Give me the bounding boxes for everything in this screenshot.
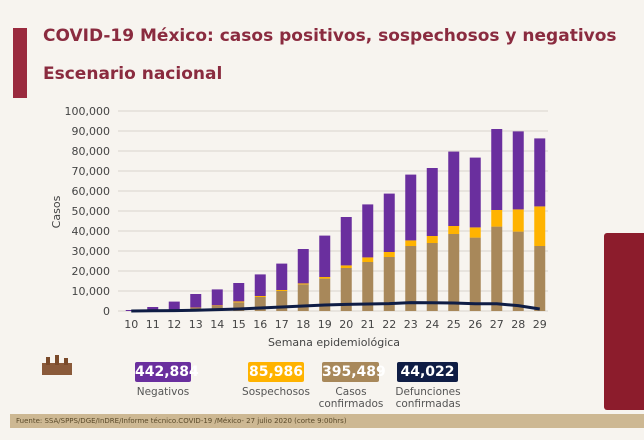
- bar-negativos: [190, 294, 202, 308]
- legend-confirmados-value: 395,489: [322, 362, 386, 382]
- bar-negativos: [448, 151, 460, 226]
- bar-negativos: [534, 138, 546, 207]
- side-image: [604, 233, 644, 410]
- legend-negativos-value: 442,884: [135, 362, 199, 382]
- y-tick-label: 70,000: [72, 165, 111, 178]
- bar-negativos: [383, 193, 395, 252]
- x-tick-label: 19: [318, 318, 332, 331]
- bar-sospechosos: [297, 283, 309, 285]
- defunciones-line: [131, 301, 540, 313]
- bar-casos-confirmados: [340, 268, 352, 311]
- bar-sospechosos: [512, 209, 524, 232]
- legend-sospechosos-label: Sospechosos: [242, 386, 310, 398]
- x-tick-label: 16: [253, 318, 267, 331]
- bar-casos-confirmados: [469, 237, 481, 311]
- x-tick-label: 28: [511, 318, 525, 331]
- page-subtitle: Escenario nacional: [43, 64, 223, 84]
- bar-casos-confirmados: [383, 257, 395, 311]
- bar-negativos: [426, 168, 438, 236]
- government-logo-icon: [42, 355, 72, 375]
- x-tick-label: 17: [275, 318, 289, 331]
- bar-sospechosos: [469, 227, 481, 238]
- x-tick-label: 21: [361, 318, 375, 331]
- x-tick-label: 18: [296, 318, 310, 331]
- legend-negativos-label: Negativos: [136, 386, 190, 398]
- x-tick-label: 27: [490, 318, 504, 331]
- bar-sospechosos: [362, 257, 374, 262]
- title-accent-bar: [13, 28, 27, 98]
- bar-casos-confirmados: [319, 278, 331, 311]
- bar-casos-confirmados: [512, 231, 524, 311]
- bar-negativos: [469, 157, 481, 228]
- bar-casos-confirmados: [297, 284, 309, 311]
- bar-negativos: [168, 301, 180, 310]
- bar-sospechosos: [254, 296, 266, 297]
- y-tick-label: 20,000: [72, 265, 111, 278]
- bar-casos-confirmados: [276, 291, 288, 311]
- x-tick-label: 26: [468, 318, 482, 331]
- x-tick-label: 22: [382, 318, 396, 331]
- y-tick-label: 0: [103, 305, 110, 318]
- page-title: COVID-19 México: casos positivos, sospec…: [43, 26, 617, 46]
- bar-sospechosos: [383, 252, 395, 257]
- bar-negativos: [340, 217, 352, 266]
- bar-casos-confirmados: [362, 262, 374, 311]
- x-tick-label: 24: [425, 318, 439, 331]
- x-tick-label: 13: [189, 318, 203, 331]
- bar-casos-confirmados: [448, 234, 460, 311]
- bar-sospechosos: [448, 226, 460, 234]
- legend-defunciones-value: 44,022: [397, 362, 458, 382]
- bar-sospechosos: [276, 290, 288, 291]
- bar-casos-confirmados: [254, 297, 266, 311]
- bar-negativos: [254, 274, 266, 296]
- bar-negativos: [276, 263, 288, 290]
- bar-negativos: [405, 174, 417, 241]
- bar-casos-confirmados: [233, 302, 245, 311]
- bar-sospechosos: [426, 236, 438, 243]
- bar-negativos: [491, 129, 503, 210]
- bar-negativos: [233, 283, 245, 302]
- bar-negativos: [319, 235, 331, 277]
- y-tick-label: 30,000: [72, 245, 111, 258]
- y-tick-label: 90,000: [72, 125, 111, 138]
- source-footer: Fuente: SSA/SPPS/DGE/InDRE/Informe técni…: [10, 414, 644, 428]
- bar-sospechosos: [491, 210, 503, 227]
- bar-sospechosos: [405, 240, 417, 246]
- bar-negativos: [512, 131, 524, 210]
- y-tick-label: 60,000: [72, 185, 111, 198]
- y-tick-label: 40,000: [72, 225, 111, 238]
- bar-negativos: [211, 289, 223, 306]
- legend-confirmados-label: Casos confirmados: [318, 386, 384, 410]
- x-tick-label: 12: [167, 318, 181, 331]
- bar-sospechosos: [211, 305, 223, 306]
- x-tick-label: 10: [124, 318, 138, 331]
- y-tick-label: 80,000: [72, 145, 111, 158]
- legend-sospechosos-value: 85,986: [248, 362, 304, 382]
- bar-casos-confirmados: [534, 246, 546, 311]
- legend-defunciones-label: Defunciones confirmadas: [395, 386, 461, 410]
- x-tick-label: 25: [447, 318, 461, 331]
- bar-negativos: [362, 204, 374, 258]
- bar-negativos: [147, 307, 159, 311]
- bar-sospechosos: [340, 265, 352, 268]
- bar-casos-confirmados: [491, 226, 503, 311]
- x-axis-label: Semana epidemiológica: [268, 336, 400, 349]
- y-axis-label: Casos: [50, 195, 63, 228]
- x-tick-label: 11: [146, 318, 160, 331]
- bar-sospechosos: [534, 206, 546, 246]
- y-tick-label: 50,000: [72, 205, 111, 218]
- x-tick-label: 20: [339, 318, 353, 331]
- x-tick-label: 15: [232, 318, 246, 331]
- bar-negativos: [297, 249, 309, 284]
- y-tick-label: 10,000: [72, 285, 111, 298]
- y-tick-label: 100,000: [65, 105, 111, 118]
- bar-sospechosos: [233, 301, 245, 303]
- x-tick-label: 29: [533, 318, 547, 331]
- bar-sospechosos: [319, 277, 331, 279]
- x-tick-label: 23: [404, 318, 418, 331]
- bar-casos-confirmados: [426, 243, 438, 311]
- x-tick-label: 14: [210, 318, 224, 331]
- bar-casos-confirmados: [405, 246, 417, 311]
